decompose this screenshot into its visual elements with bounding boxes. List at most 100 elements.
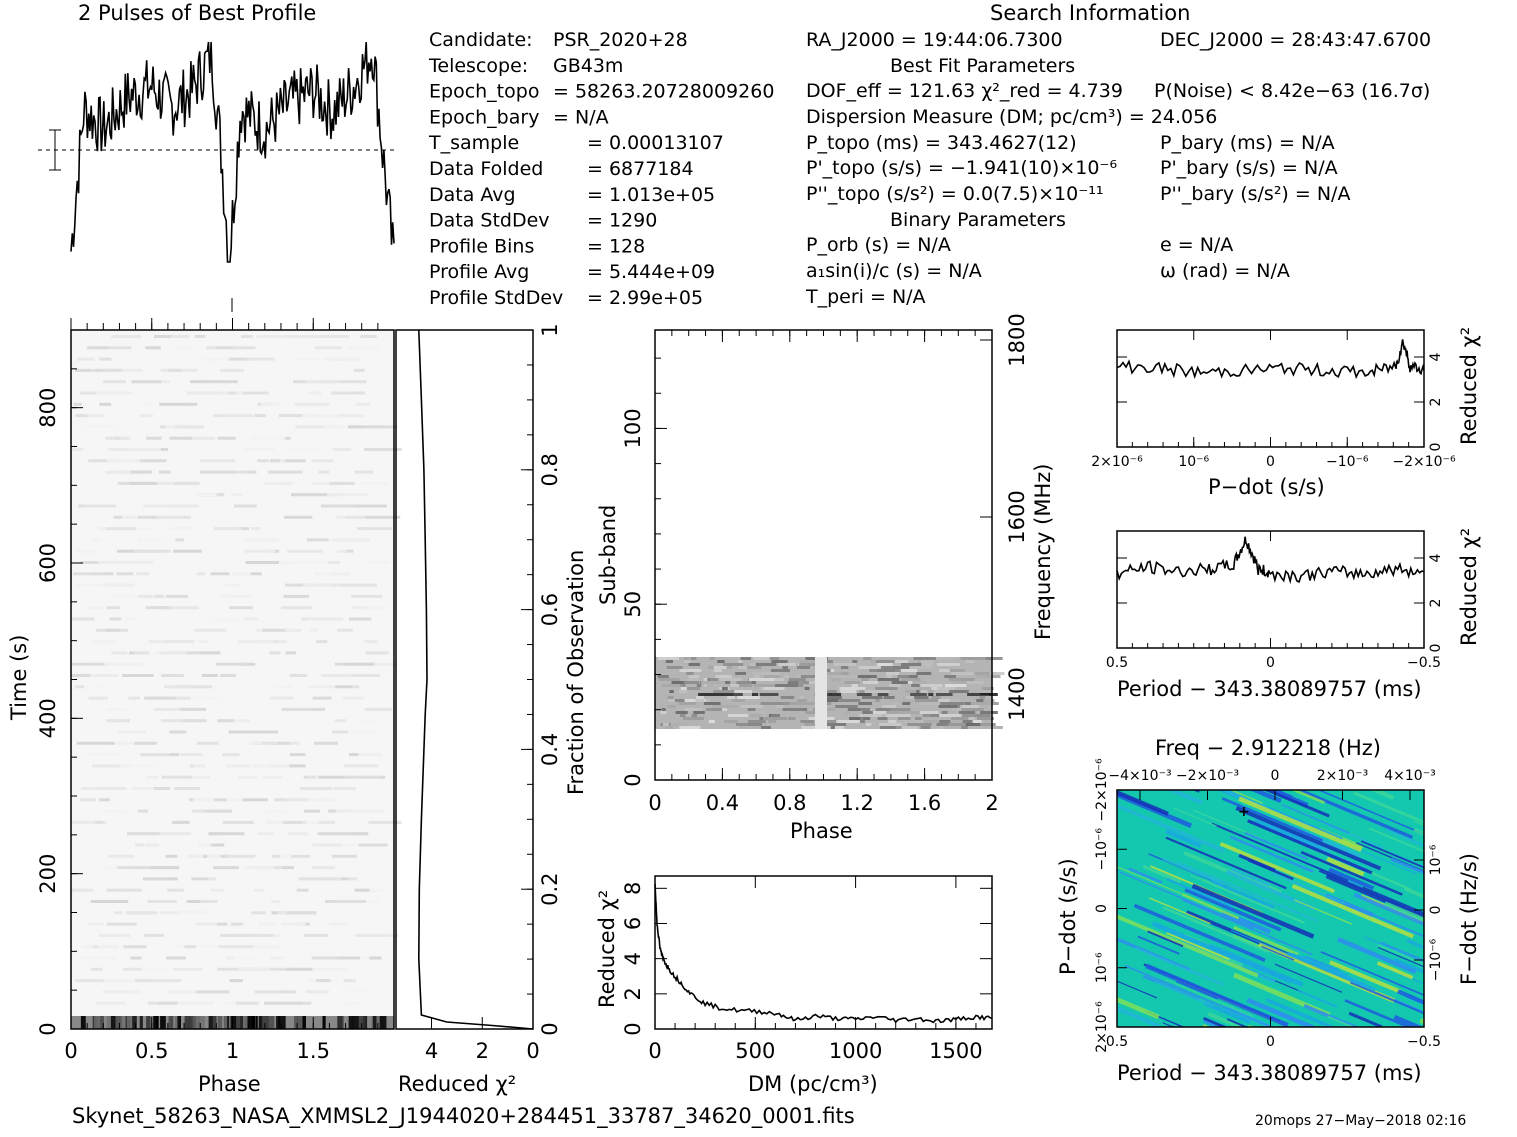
time-phase-pixel (117, 481, 130, 485)
time-phase-pixel (351, 685, 360, 689)
ppdot-pixel (1166, 932, 1230, 961)
time-phase-pixel (244, 549, 276, 553)
subband-pixel (863, 657, 871, 660)
time-phase-pixel (238, 775, 257, 779)
time-phase-pixel (96, 391, 134, 395)
time-phase-pixel (238, 967, 270, 971)
subband-pixel (877, 663, 893, 666)
panel-xtick-label: 0 (1266, 655, 1275, 671)
time-phase-bottom-pixel (223, 1016, 228, 1029)
time-phase-pixel (285, 967, 313, 971)
subband-pixel (966, 681, 984, 684)
time-phase-pixel (296, 357, 322, 361)
time-phase-pixel (241, 662, 256, 666)
ppdot-pixel (1384, 901, 1424, 922)
ppdot-pixel (1377, 946, 1424, 968)
subband-pixel (863, 681, 878, 684)
ppdot-pixel (1393, 1014, 1424, 1027)
time-phase-pixel (281, 922, 306, 926)
time-phase-pixel (80, 561, 117, 564)
time-phase-pixel (334, 900, 367, 903)
subband-pixel (834, 663, 857, 666)
subband-pixel (787, 705, 813, 708)
subband-pixel (849, 717, 861, 720)
time-phase-pixel (117, 730, 146, 734)
subband-pixel (835, 705, 858, 708)
time-phase-pixel (333, 787, 356, 790)
subband-pixel (789, 678, 806, 681)
time-phase-pixel (210, 572, 230, 576)
subband-pixel (759, 693, 779, 696)
subband-pixel (724, 720, 738, 723)
time-phase-pixel (353, 368, 365, 372)
time-phase-pixel (213, 414, 224, 418)
time-phase-pixel (278, 990, 296, 994)
time-phase-pixel (242, 391, 269, 395)
subband-pixel (748, 723, 762, 726)
subband-pixel (739, 723, 752, 726)
time-phase-pixel (127, 527, 155, 531)
subband-panel: 0 0.4 0.8 1.2 1.6 2 0 50 100 1400 1600 1800 Phase S… (596, 313, 1055, 843)
subband-pixel (863, 717, 870, 720)
time-phase-pixel (165, 425, 184, 429)
ppdot-y2tick-label: −10⁻⁶ (1428, 938, 1444, 981)
subband-pixel (948, 678, 966, 681)
time-phase-pixel (176, 1001, 214, 1005)
time-phase-pixel (307, 538, 329, 542)
subband-pixel (682, 717, 704, 720)
time-phase-pixel (134, 741, 157, 745)
time-phase-bottom-pixel (153, 1016, 157, 1029)
time-phase-bottom-pixel (127, 1016, 131, 1029)
time-phase-pixel (160, 979, 182, 983)
ppdot-xtick-label: 0 (1266, 1034, 1275, 1050)
ppdot-pixel (1165, 836, 1287, 890)
time-phase-pixel (145, 606, 174, 610)
dm-ytick-label: 2 (621, 987, 645, 1000)
time-phase-pixel (166, 504, 184, 508)
time-phase-pixel (316, 640, 328, 644)
time-phase-pixel (251, 436, 286, 440)
dm-ytick-label: 4 (621, 952, 645, 965)
subband-pixel (897, 717, 913, 720)
time-phase-pixel (285, 798, 308, 802)
subband-pixel (840, 666, 849, 669)
time-phase-pixel (291, 493, 328, 497)
time-phase-pixel (172, 820, 190, 824)
ppdot-pixel (1297, 989, 1338, 1008)
time-phase-pixel (101, 368, 122, 372)
time-chi2-frame (395, 329, 534, 1030)
subband-pixel (690, 657, 697, 660)
time-phase-pixel (146, 436, 162, 440)
time-phase-pixel (165, 854, 178, 858)
time-phase-bottom-pixel (322, 1016, 326, 1029)
time-phase-pixel (251, 911, 266, 915)
subband-pixel (701, 681, 726, 684)
ppdot-pixel (1145, 963, 1289, 1027)
time-phase-pixel (161, 719, 188, 723)
timestamp-label: 20mops 27−May−2018 02:16 (1255, 1113, 1466, 1129)
ppdot-pixel (1117, 914, 1259, 978)
time-phase-pixel (285, 651, 297, 655)
subband-pixel (772, 696, 781, 699)
subband-pixel (765, 705, 772, 708)
time-phase-pixel (130, 956, 142, 960)
time-phase-pixel (359, 719, 381, 723)
subband-pixel (888, 720, 897, 723)
time-phase-pixel (332, 730, 349, 734)
subband-y2tick-label: 1800 (1005, 313, 1029, 366)
time-phase-bottom-pixel (199, 1016, 205, 1029)
subband-pixel (764, 687, 785, 690)
time-phase-pixel (316, 380, 338, 384)
ppdot-pixel (1369, 790, 1395, 800)
subband-pixel (938, 669, 950, 672)
subband-pixel (830, 714, 846, 717)
subband-pixel (696, 684, 702, 687)
time-phase-pixel (355, 933, 387, 937)
time-phase-pixel (220, 933, 249, 937)
subband-pixel (768, 720, 777, 723)
time-phase-pixel (147, 775, 159, 779)
time-phase-pixel (133, 651, 150, 655)
time-phase-bottom-pixel (258, 1016, 262, 1029)
time-phase-pixel (286, 911, 317, 915)
time-phase-bottom-pixel (95, 1016, 101, 1029)
